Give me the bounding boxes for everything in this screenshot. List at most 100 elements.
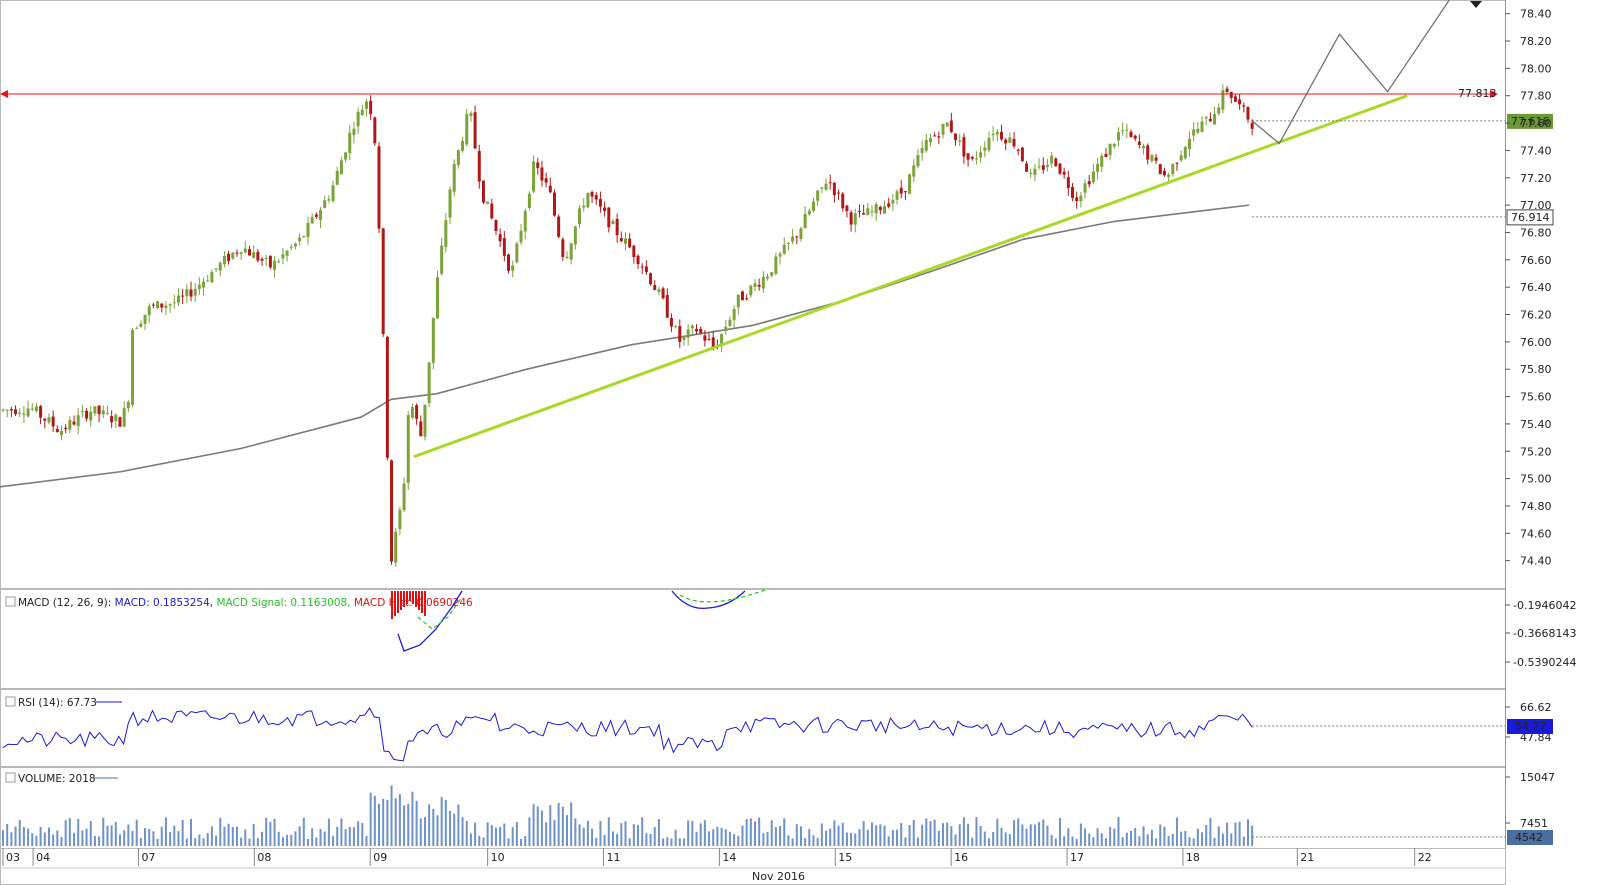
candle-body	[949, 120, 953, 133]
candle-body	[511, 265, 515, 271]
candle	[853, 208, 857, 233]
volume-bar	[762, 833, 765, 846]
candle-body	[356, 111, 360, 127]
candle	[908, 173, 912, 194]
rsi-line	[2, 707, 1253, 762]
candle-body	[105, 412, 109, 414]
volume-bar	[181, 819, 184, 846]
volume-bar	[190, 819, 193, 846]
volume-bar	[1046, 825, 1049, 846]
candle-body	[277, 261, 281, 263]
volume-bar	[22, 827, 25, 846]
candle-body	[490, 203, 494, 219]
candle	[59, 425, 63, 441]
volume-bar	[1113, 828, 1116, 846]
volume-bar	[1155, 838, 1158, 846]
volume-bar	[77, 818, 80, 846]
volume-bar	[244, 829, 247, 846]
volume-bar	[532, 803, 535, 846]
candle	[707, 333, 711, 341]
candle	[1108, 143, 1112, 161]
candle-body	[720, 334, 724, 346]
volume-bar	[733, 834, 736, 846]
candle	[415, 403, 419, 425]
candle-body	[218, 262, 222, 271]
candle	[335, 166, 339, 186]
volume-bar	[373, 795, 376, 846]
candle	[390, 459, 394, 565]
volume-bar	[657, 819, 660, 846]
candle-body	[34, 406, 38, 411]
time-tick-label: 21	[1300, 851, 1314, 864]
price-tick-label: 74.80	[1520, 500, 1552, 513]
candle	[197, 277, 201, 295]
candle-body	[164, 305, 168, 308]
candle-body	[916, 155, 920, 167]
candle-body	[857, 210, 861, 212]
volume-bar	[549, 805, 552, 846]
candle	[435, 270, 439, 320]
volume-bar	[1138, 836, 1141, 846]
candle-body	[707, 338, 711, 340]
candle-body	[273, 260, 277, 270]
volume-bar	[799, 826, 802, 846]
volume-bar	[632, 824, 635, 846]
candle-body	[1075, 197, 1079, 202]
volume-bar	[754, 821, 757, 846]
candle-body	[895, 191, 899, 200]
volume-bar	[357, 821, 360, 846]
candle-body	[1175, 162, 1179, 164]
volume-bar	[674, 829, 677, 846]
candle	[202, 277, 206, 296]
candle	[557, 214, 561, 239]
candle	[1208, 112, 1212, 122]
volume-bar	[678, 838, 681, 846]
candle	[193, 282, 197, 302]
candle-body	[202, 281, 206, 288]
ma-label: 76.914	[1511, 211, 1550, 224]
volume-bar	[570, 802, 573, 846]
candle-body	[878, 206, 882, 211]
candle	[352, 121, 356, 144]
volume-bar	[1071, 836, 1074, 846]
candle-body	[252, 252, 256, 259]
candle-body	[55, 428, 59, 432]
candle-body	[172, 302, 176, 304]
candle	[235, 249, 239, 257]
candle-body	[43, 418, 47, 421]
volume-bar	[728, 831, 731, 846]
candle-body	[1167, 174, 1171, 177]
candle-body	[1242, 105, 1246, 107]
volume-bar	[160, 826, 163, 846]
macd-hist-bar	[403, 591, 405, 607]
candle	[285, 249, 289, 262]
candle	[1104, 148, 1108, 158]
ma-tag	[1506, 209, 1554, 226]
candle	[277, 258, 281, 264]
candle	[360, 104, 364, 116]
candle	[974, 151, 978, 165]
candle-body	[1154, 157, 1158, 161]
volume-bar	[311, 828, 314, 846]
candle-body	[678, 326, 682, 342]
candle-body	[222, 255, 226, 265]
volume-bar	[1004, 832, 1007, 846]
candle-body	[64, 427, 68, 430]
volume-bar	[315, 837, 318, 846]
candle-body	[1004, 139, 1008, 144]
volume-bar	[921, 824, 924, 846]
candle-body	[1104, 153, 1108, 158]
macd-legend-part: MACD Signal: 0.1163008,	[216, 597, 353, 609]
candle-body	[745, 298, 749, 300]
candle	[1083, 179, 1087, 199]
candle	[47, 413, 51, 425]
candle-body	[147, 306, 151, 316]
candle-body	[352, 128, 356, 136]
volume-bar	[465, 820, 468, 846]
price-tick-label: 77.00	[1520, 199, 1552, 212]
candle	[1200, 116, 1204, 133]
candle-body	[686, 329, 690, 338]
candle	[590, 190, 594, 203]
macd-hist-bar	[412, 591, 414, 604]
